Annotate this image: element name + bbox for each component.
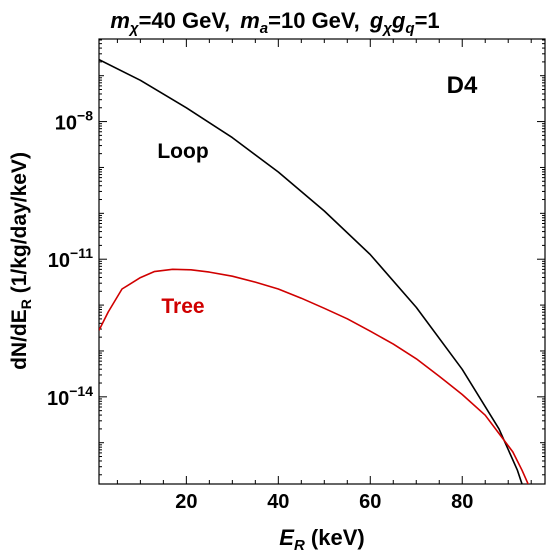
chart-title: mχ=40 GeV, ma=10 GeV, gχgq=1: [110, 8, 439, 37]
y-tick-label: 10−14: [47, 383, 93, 410]
series-label-loop: Loop: [157, 140, 208, 163]
series-line-tree: [99, 268, 530, 484]
x-tick-label: 60: [359, 491, 381, 513]
plot-frame: [98, 38, 546, 485]
series-label-tree: Tree: [161, 295, 204, 318]
x-axis-label: ER (keV): [279, 525, 364, 554]
x-tick-label: 80: [451, 491, 473, 513]
y-tick-label: 10−11: [48, 245, 93, 272]
y-tick-label: 10−8: [55, 108, 93, 135]
axis-ticks: [99, 39, 545, 484]
series-line-loop: [99, 58, 523, 484]
curves: [99, 58, 530, 484]
x-tick-label: 40: [267, 491, 289, 513]
tick-labels: 20 40 60 80 10−8 10−11 10−14: [47, 108, 473, 513]
x-tick-label: 20: [175, 491, 197, 513]
y-axis-label: dN/dER (1/kg/day/keV): [8, 152, 34, 370]
panel-label: D4: [447, 72, 478, 99]
